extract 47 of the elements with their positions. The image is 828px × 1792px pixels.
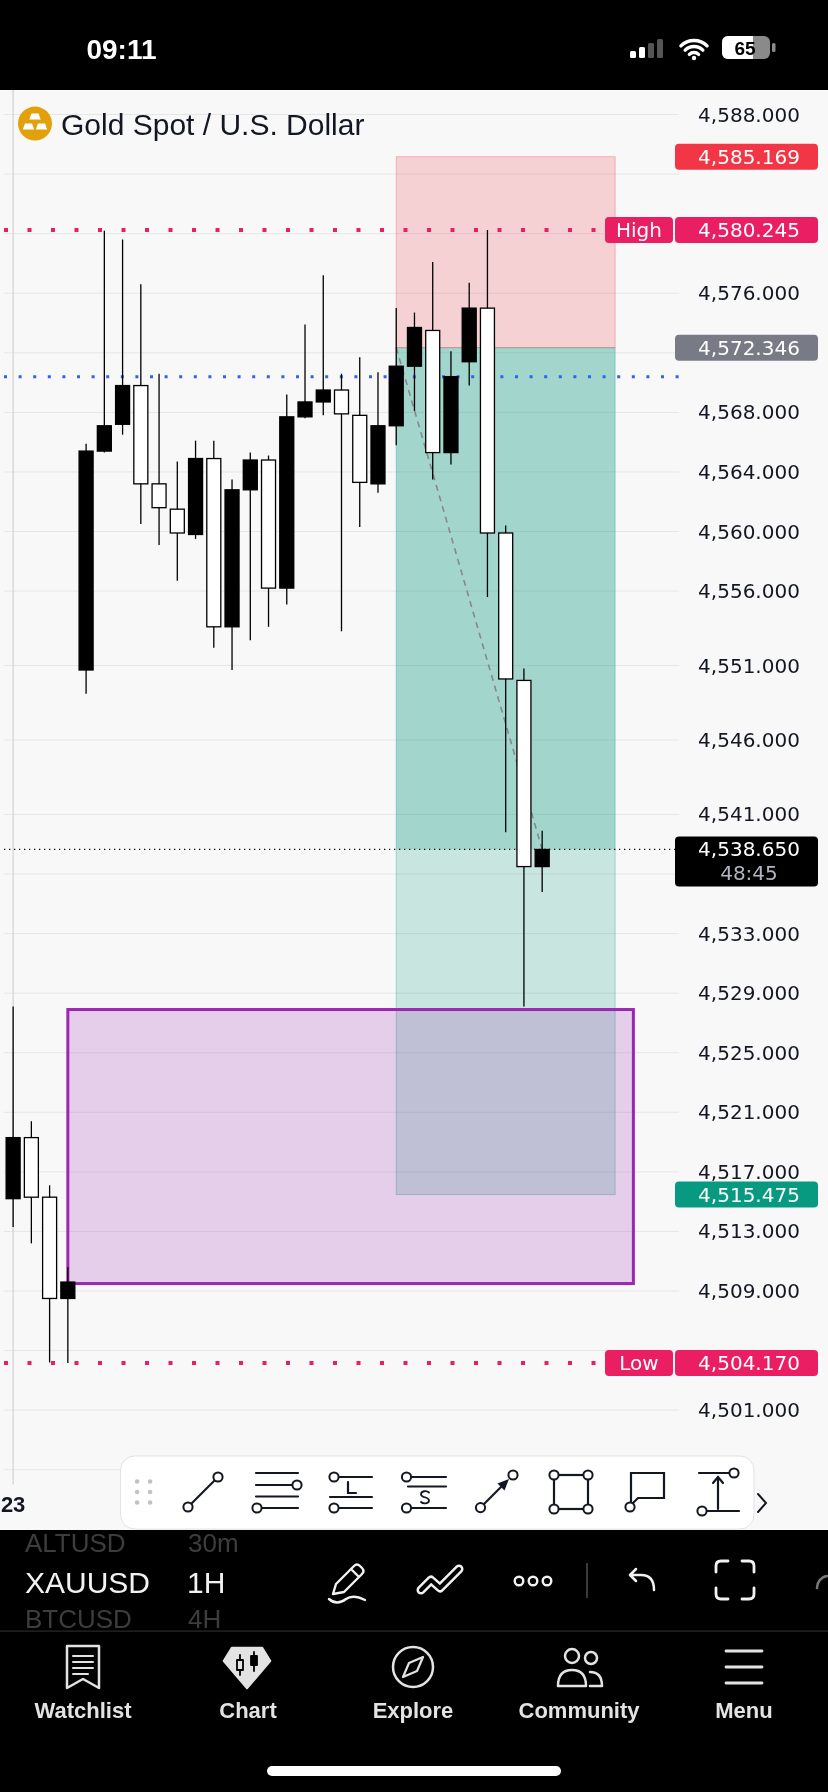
y-tick-label: 4,576.000 bbox=[698, 281, 800, 306]
y-tick-label: 4,513.000 bbox=[698, 1219, 800, 1244]
candlestick bbox=[151, 373, 167, 546]
y-tick-label: 4,533.000 bbox=[698, 921, 800, 946]
text: Community bbox=[518, 1697, 641, 1723]
text: 4,585.169 bbox=[698, 144, 800, 169]
y-tick-label: 4,501.000 bbox=[698, 1398, 800, 1423]
text: 4,572.346 bbox=[698, 335, 800, 360]
text: 4,504.170 bbox=[698, 1350, 800, 1375]
y-tick-label: 4,525.000 bbox=[698, 1040, 800, 1065]
candlestick bbox=[297, 323, 313, 419]
ref-line-label: Low bbox=[619, 1350, 659, 1375]
candlestick bbox=[315, 274, 331, 416]
text: 1H bbox=[187, 1565, 226, 1599]
text: 30m bbox=[188, 1528, 239, 1558]
y-tick-label: 4,529.000 bbox=[698, 981, 800, 1006]
y-tick-label: 4,560.000 bbox=[698, 519, 800, 544]
y-tick-label: 4,517.000 bbox=[698, 1159, 800, 1184]
text: BTCUSD bbox=[25, 1604, 132, 1634]
text: 65 bbox=[734, 37, 756, 59]
text: 4,538.650 bbox=[698, 837, 800, 862]
y-tick-label: 4,551.000 bbox=[698, 653, 800, 678]
y-tick-label: 4,509.000 bbox=[698, 1279, 800, 1303]
y-tick-label: 4,541.000 bbox=[698, 802, 800, 827]
candlestick bbox=[333, 373, 350, 632]
y-tick-label: 4,521.000 bbox=[698, 1100, 800, 1125]
candlestick bbox=[60, 1266, 76, 1364]
text: Explore bbox=[372, 1697, 454, 1723]
text: Chart bbox=[219, 1697, 278, 1723]
text: Gold Spot / U.S. Dollar bbox=[61, 107, 365, 141]
text: 4H bbox=[188, 1604, 222, 1634]
y-tick-label: 4,546.000 bbox=[698, 728, 800, 752]
text: Watchlist bbox=[34, 1697, 133, 1723]
ref-line-label: High bbox=[616, 218, 662, 243]
text: XAUUSD bbox=[25, 1565, 151, 1599]
y-tick-label: 4,588.000 bbox=[698, 102, 800, 127]
text: 4,580.245 bbox=[698, 218, 800, 243]
candlestick bbox=[169, 460, 185, 582]
y-tick-label: 4,564.000 bbox=[698, 459, 800, 484]
text: 4,515.475 bbox=[698, 1182, 800, 1207]
y-tick-label: 4,568.000 bbox=[698, 400, 800, 425]
text: Menu bbox=[715, 1697, 773, 1723]
text: ALTUSD bbox=[25, 1528, 126, 1558]
text: 48:45 bbox=[720, 861, 778, 886]
y-tick-label: 4,556.000 bbox=[698, 579, 800, 604]
x-tick-label: 23 bbox=[0, 1491, 26, 1517]
text: 09:11 bbox=[86, 33, 157, 65]
